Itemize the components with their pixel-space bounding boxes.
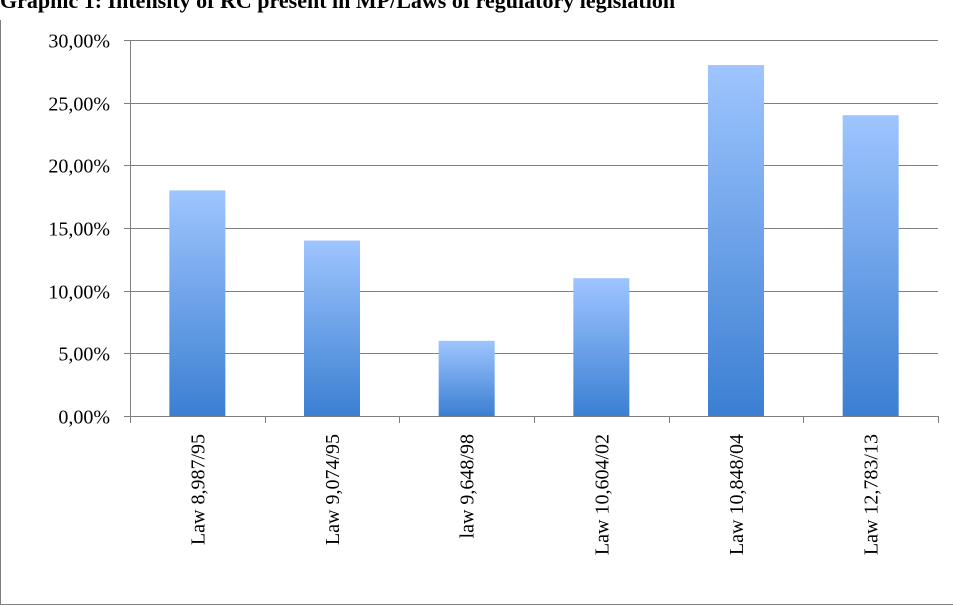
y-tick-labels: 0,00% 5,00% 10,00% 15,00% 20,00% 25,00% 30,00% xyxy=(48,31,110,429)
y-tick-label: 20,00% xyxy=(48,156,110,178)
y-tick-label: 10,00% xyxy=(48,282,110,304)
bar xyxy=(573,278,630,416)
x-tick-label: Law 10,848/04 xyxy=(726,434,748,555)
chart-title: Graphic 1: Intensity of RC present in MP… xyxy=(0,0,676,13)
bars xyxy=(169,65,899,417)
x-tick-label: Law 10,604/02 xyxy=(591,434,613,555)
bar xyxy=(438,340,495,416)
y-tick-label: 15,00% xyxy=(48,219,110,241)
y-tick-label: 0,00% xyxy=(58,407,110,429)
y-tick-label: 25,00% xyxy=(48,94,110,116)
bar xyxy=(304,240,360,416)
bar xyxy=(842,115,899,416)
x-tick-label: Law 9,074/95 xyxy=(322,434,344,545)
bar xyxy=(169,190,226,416)
y-tick-label: 5,00% xyxy=(58,344,110,366)
gridlines xyxy=(130,40,938,354)
x-tick-labels: Law 8,987/95 Law 9,074/95 law 9,648/98 Law … xyxy=(187,434,882,555)
x-tick-label: law 9,648/98 xyxy=(457,434,479,538)
bar xyxy=(708,65,764,417)
y-tick-label: 30,00% xyxy=(48,31,110,53)
x-tick-label: Law 8,987/95 xyxy=(187,434,209,545)
axes xyxy=(124,40,939,423)
x-tick-label: Law 12,783/13 xyxy=(861,434,883,555)
